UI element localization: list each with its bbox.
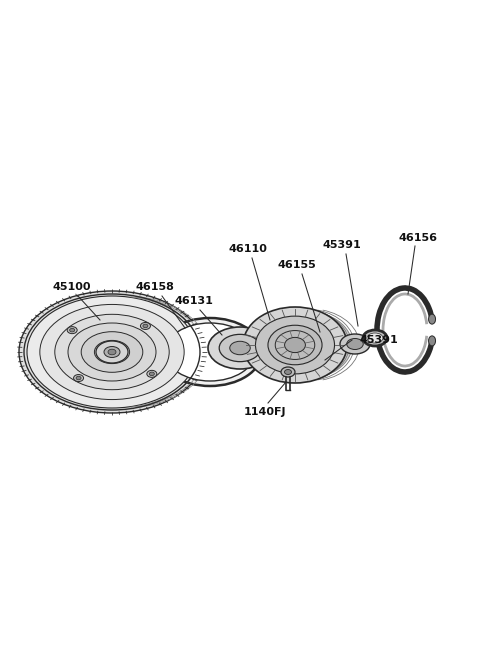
Ellipse shape <box>55 314 169 390</box>
Ellipse shape <box>158 318 262 386</box>
Ellipse shape <box>19 291 205 413</box>
Text: 46155: 46155 <box>277 260 316 270</box>
Ellipse shape <box>281 367 295 377</box>
Ellipse shape <box>27 296 197 408</box>
Ellipse shape <box>165 323 255 381</box>
Text: 46110: 46110 <box>228 244 267 254</box>
Ellipse shape <box>147 370 157 377</box>
Ellipse shape <box>108 349 116 355</box>
Ellipse shape <box>96 341 128 363</box>
Ellipse shape <box>67 327 77 333</box>
Ellipse shape <box>104 346 120 358</box>
Ellipse shape <box>363 330 387 346</box>
Ellipse shape <box>95 341 130 364</box>
Text: 45100: 45100 <box>53 282 91 292</box>
Text: 46156: 46156 <box>398 233 437 243</box>
Ellipse shape <box>429 314 435 324</box>
Ellipse shape <box>268 326 322 365</box>
Text: 46158: 46158 <box>135 282 174 292</box>
Ellipse shape <box>285 337 305 352</box>
Ellipse shape <box>149 372 155 376</box>
Ellipse shape <box>285 369 291 375</box>
Ellipse shape <box>143 324 148 328</box>
Ellipse shape <box>340 334 370 354</box>
Ellipse shape <box>367 333 383 343</box>
Ellipse shape <box>76 376 81 380</box>
Text: 45391: 45391 <box>360 335 399 345</box>
Ellipse shape <box>255 316 335 374</box>
Ellipse shape <box>68 323 156 381</box>
Ellipse shape <box>73 375 84 382</box>
Ellipse shape <box>219 334 261 362</box>
Ellipse shape <box>70 328 75 332</box>
Ellipse shape <box>429 336 435 346</box>
Ellipse shape <box>258 311 352 379</box>
Ellipse shape <box>347 339 363 350</box>
Ellipse shape <box>81 331 143 372</box>
Ellipse shape <box>230 341 250 355</box>
Text: 46131: 46131 <box>175 296 214 306</box>
Ellipse shape <box>141 322 150 329</box>
Ellipse shape <box>40 305 184 400</box>
Text: 45391: 45391 <box>323 240 361 250</box>
Ellipse shape <box>208 327 272 369</box>
Ellipse shape <box>243 307 347 383</box>
Text: 1140FJ: 1140FJ <box>244 407 286 417</box>
